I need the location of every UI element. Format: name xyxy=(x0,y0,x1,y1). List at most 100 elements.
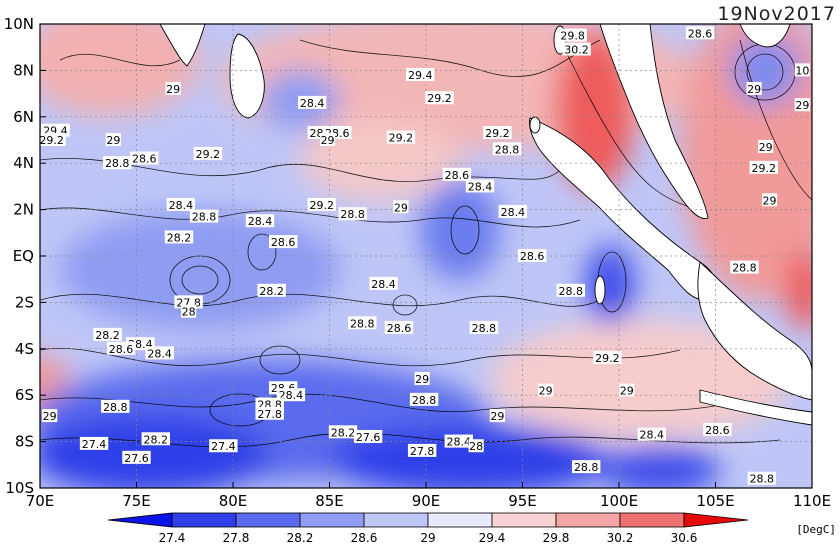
contour-label-text: 28.6 xyxy=(387,322,412,335)
contour-label-bg xyxy=(328,425,358,439)
contour-label-bg xyxy=(468,439,484,453)
contour-label-layer: 29.429.2292928.828.629.228.428.628.62929… xyxy=(40,26,810,486)
contour-label: 28.6 xyxy=(268,235,298,249)
contour-label: 28.4 xyxy=(166,197,196,212)
contour-label-text: 29 xyxy=(620,385,634,398)
contour-label-bg xyxy=(189,209,219,223)
contour-label-bg xyxy=(703,423,732,436)
contour-label-text: 28.6 xyxy=(688,27,713,40)
y-tick-label: 8N xyxy=(13,61,34,79)
contour-label-bg xyxy=(465,179,495,193)
contour-label-text: 29.2 xyxy=(427,92,452,105)
land-borneo-java xyxy=(697,261,812,401)
contour-label-text: 28.2 xyxy=(331,426,356,439)
land-mentawai-island xyxy=(594,275,606,305)
contour-label: 29.8 xyxy=(558,28,587,43)
y-tick-label: 4N xyxy=(13,154,34,172)
x-tick-label: 75E xyxy=(122,492,151,510)
contour-label: 28.2 xyxy=(164,230,194,244)
contour-label-text: 28.2 xyxy=(144,433,169,446)
contour-label-text: 27.4 xyxy=(82,438,107,451)
contour-label-text: 29.8 xyxy=(560,30,585,43)
contour-label-text: 29.2 xyxy=(595,352,620,365)
cool-region-east xyxy=(420,180,500,280)
contour-label-bg xyxy=(319,133,336,146)
contour-label: 28.4 xyxy=(145,346,174,360)
y-tick-label: 10N xyxy=(4,15,34,33)
contour-label: 28.8 xyxy=(730,260,759,275)
y-tick-label: 10S xyxy=(5,479,34,497)
contour-label-text: 28 xyxy=(182,306,196,319)
contour-label-bg xyxy=(558,28,587,42)
contour-label: 28.2 xyxy=(141,432,170,446)
contour-label: 29 xyxy=(746,81,762,96)
contour-label-bg xyxy=(409,392,439,406)
colorbar-segment xyxy=(299,512,365,528)
y-tick-label: 2N xyxy=(13,201,34,219)
contour-label-bg xyxy=(469,320,499,334)
contour-label: 28.8 xyxy=(492,142,522,156)
contour-label-text: 28.6 xyxy=(132,153,157,166)
contour-label: 28.6 xyxy=(685,26,715,40)
contour-label: 28.4 xyxy=(369,276,398,291)
contour-label-text: 28.8 xyxy=(472,322,497,335)
colorbar-level-label: 27.4 xyxy=(159,531,186,544)
contour-label-bg xyxy=(562,42,591,56)
contour-label-bg xyxy=(164,230,194,244)
contour-label-bg xyxy=(407,443,437,457)
contour-label: 28.6 xyxy=(106,341,136,356)
contour-label: 28.2 xyxy=(328,425,358,439)
contour-label-text: 27.4 xyxy=(211,440,236,453)
contour-label: 28.8 xyxy=(338,207,367,221)
contour-label-bg xyxy=(165,81,181,95)
contour-label-bg xyxy=(40,133,66,146)
contour-label-text: 28.4 xyxy=(279,389,304,402)
contour-label: 28.2 xyxy=(93,327,122,342)
date-title: 19Nov2017 xyxy=(717,3,836,25)
contour-label: 30.2 xyxy=(562,42,591,57)
contour-label-text: 29 xyxy=(321,134,335,147)
contour-label-text: 28.8 xyxy=(495,143,520,156)
contour-label: 28.8 xyxy=(571,460,601,474)
y-tick-label: 8S xyxy=(15,433,34,451)
contour-label-bg xyxy=(369,276,398,290)
x-tick-label: 85E xyxy=(315,492,344,510)
contour-label-text: 28.4 xyxy=(248,215,273,228)
contour-label: 29 xyxy=(619,383,635,398)
contour-label-bg xyxy=(103,156,132,170)
contour-label: 29 xyxy=(165,81,181,96)
contour-label-bg xyxy=(444,434,474,448)
contour-label-bg xyxy=(193,146,223,160)
contour-label: 27.4 xyxy=(79,436,109,451)
warm-region-central xyxy=(300,120,460,200)
contour-label: 29.4 xyxy=(406,68,435,82)
x-tick-label: 95E xyxy=(508,492,537,510)
contour-label: 28.4 xyxy=(444,434,474,449)
y-tick-label: 6N xyxy=(13,108,34,126)
colorbar-level-label: 28.2 xyxy=(287,531,314,544)
contour-label: 28.4 xyxy=(498,204,528,219)
contour-label-text: 27.6 xyxy=(356,431,381,444)
cool-region-central-equator xyxy=(60,210,340,330)
contour-label: 28.8 xyxy=(101,399,130,414)
colorbar-level-label: 30.2 xyxy=(607,531,634,544)
contour-label: 28.8 xyxy=(747,471,777,486)
contour-label-text: 27.8 xyxy=(257,408,282,421)
colorbar-level-label: 29.8 xyxy=(543,531,570,544)
contour-label-bg xyxy=(42,409,58,423)
y-tick-label: EQ xyxy=(13,247,34,265)
contour-label-bg xyxy=(122,450,151,464)
land-sri-lanka xyxy=(229,33,265,119)
contour-label-bg xyxy=(348,316,377,330)
contour-label: 28.4 xyxy=(297,95,327,110)
contour-label-text: 28.8 xyxy=(105,157,130,170)
contour-label-bg xyxy=(425,91,454,105)
contour-label-bg xyxy=(101,399,130,413)
contour-label: 28.4 xyxy=(465,179,495,193)
contour-label-text: 28.4 xyxy=(300,97,325,110)
contour-label: 29 xyxy=(105,133,121,147)
contour-label: 28.8 xyxy=(469,320,499,335)
contour-label-bg xyxy=(166,197,196,211)
contour-label: 29 xyxy=(538,383,554,398)
